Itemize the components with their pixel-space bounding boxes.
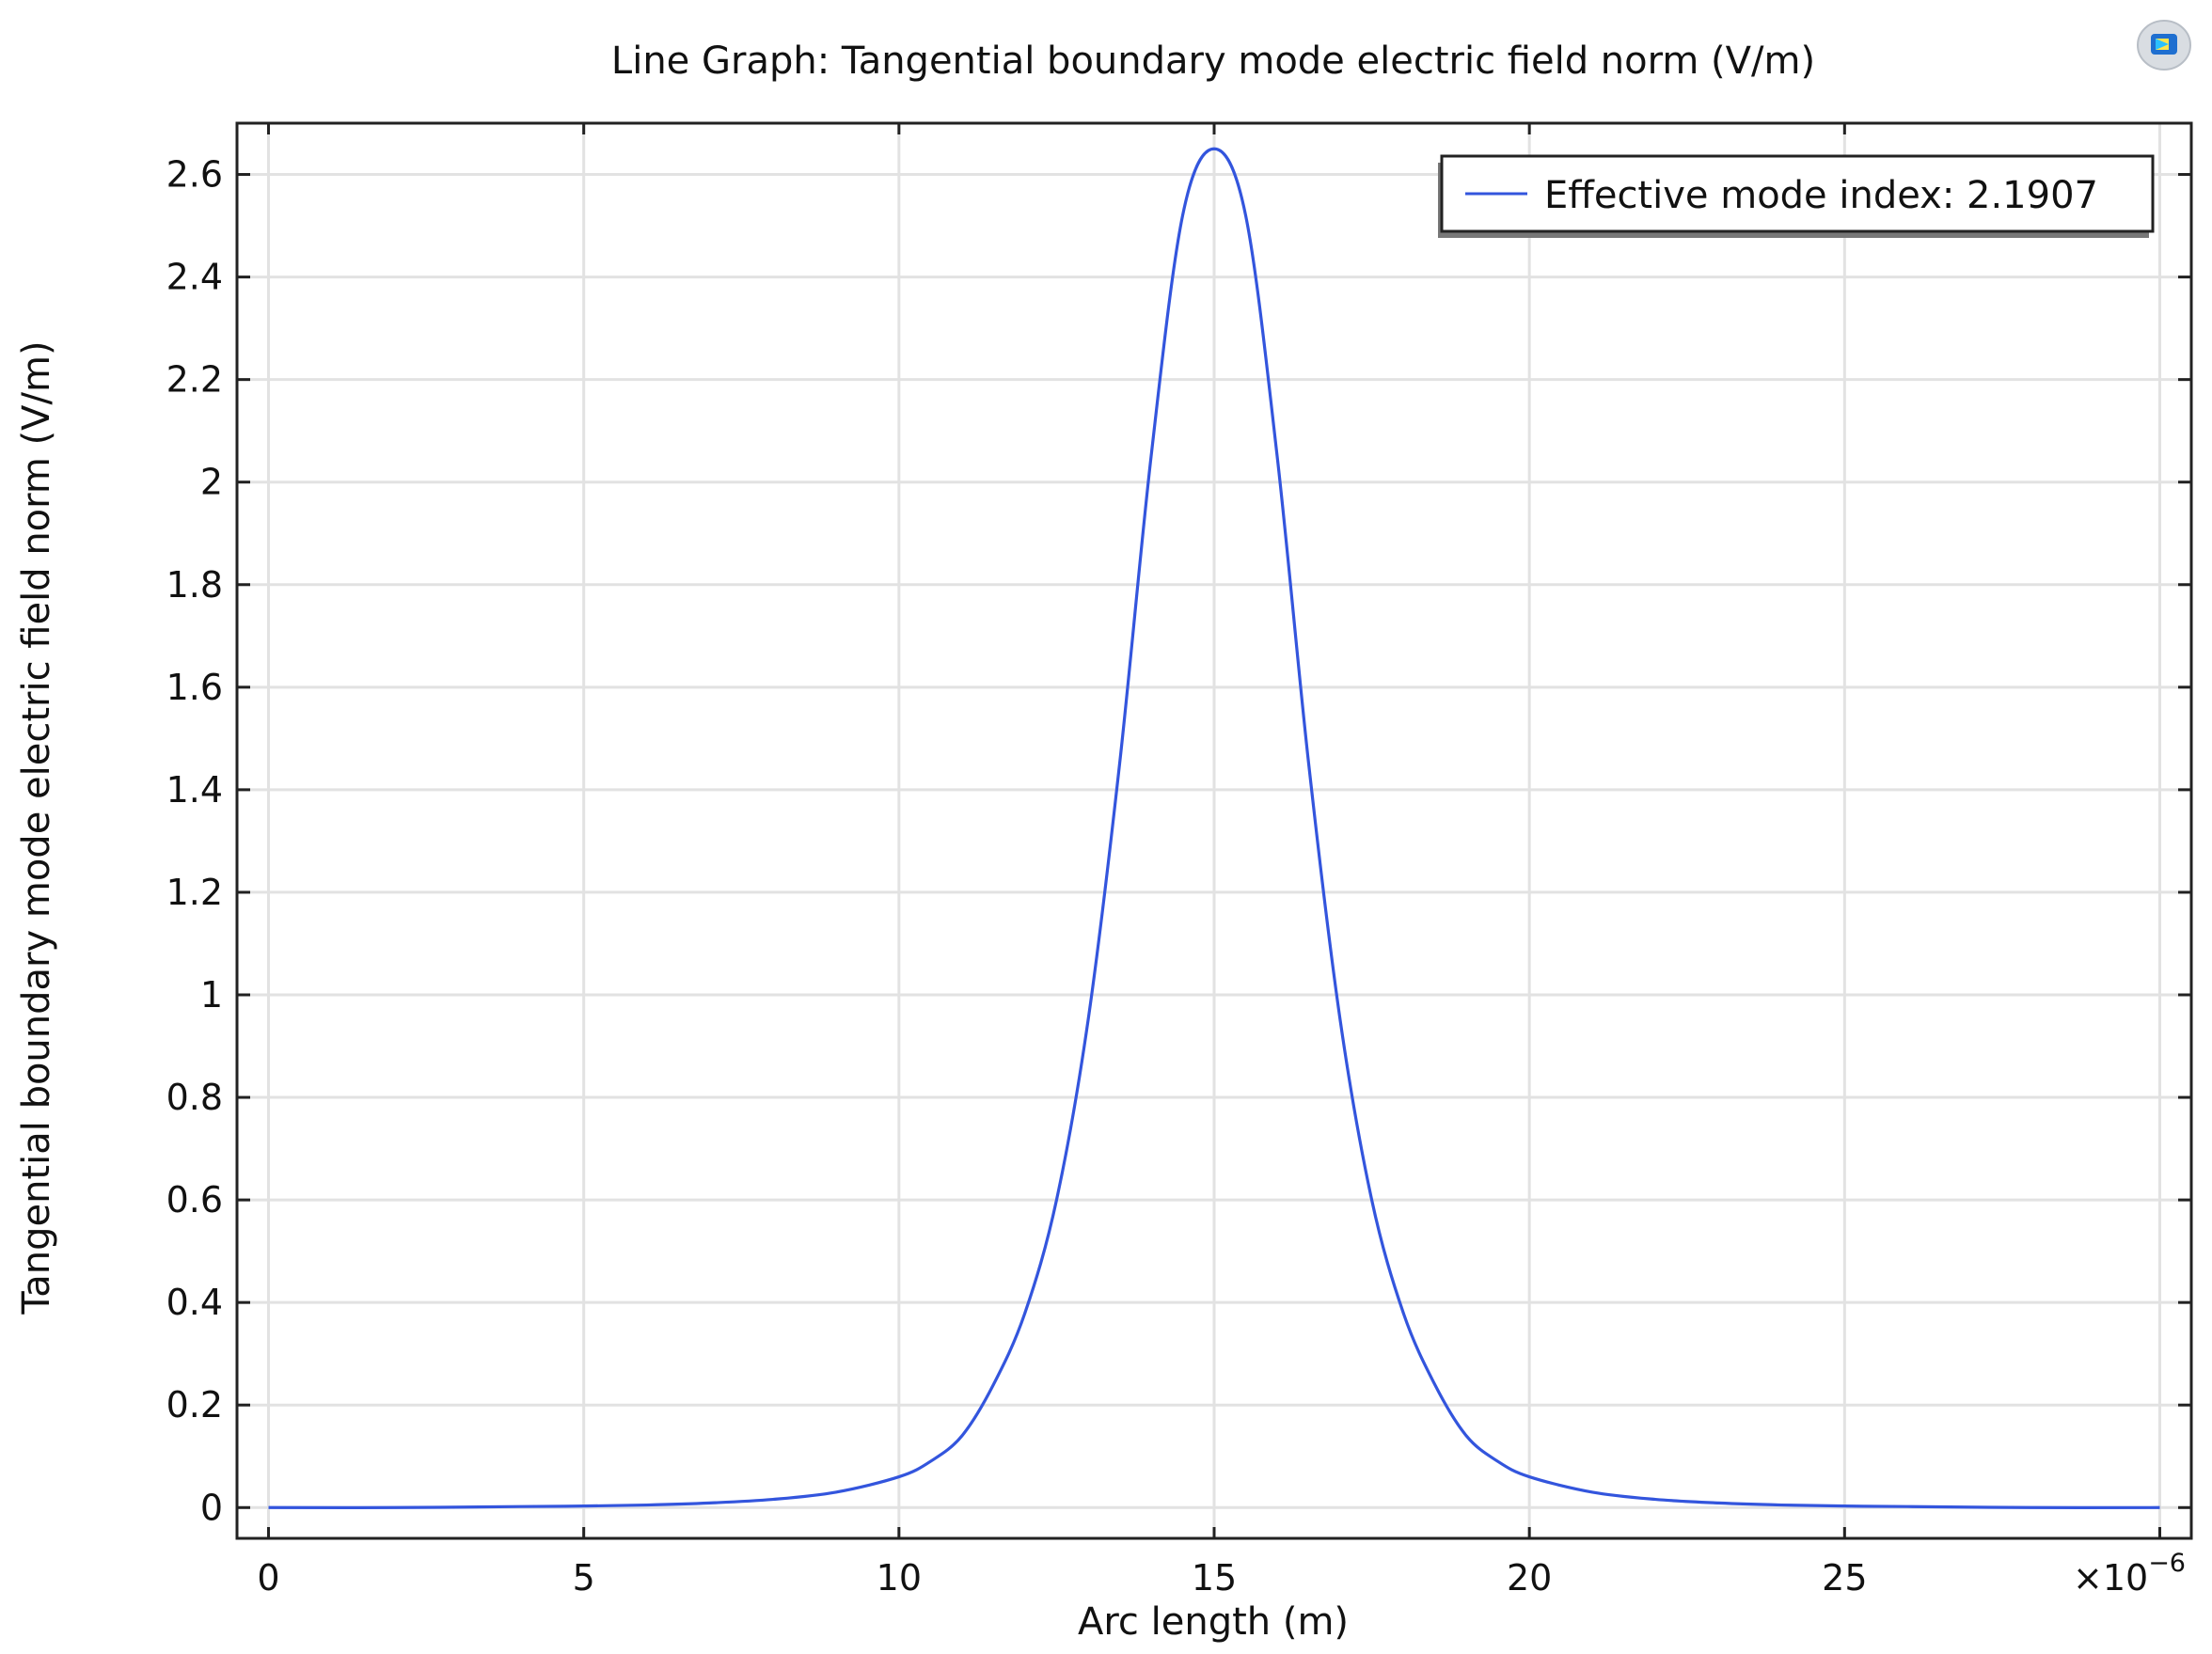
plot-area xyxy=(235,121,2193,1540)
y-tick-label: 1.4 xyxy=(166,769,223,811)
x-tick-label: 20 xyxy=(1507,1557,1552,1599)
x-tick-label: 5 xyxy=(573,1557,595,1599)
y-tick-label: 0.6 xyxy=(166,1179,223,1221)
x-tick-label: 10 xyxy=(877,1557,922,1599)
y-tick-label: 0.8 xyxy=(166,1077,223,1118)
y-tick-labels: 0 0.2 0.4 0.6 0.8 1 1.2 1.4 1.6 1.8 2 2.2 2.4 2.6 xyxy=(166,154,223,1529)
x-tick-label: 0 xyxy=(257,1557,279,1599)
x-axis-multiplier: ×10−6 xyxy=(2073,1549,2186,1599)
x-tick-labels: 0 5 10 15 20 25 xyxy=(257,1557,1867,1599)
legend: Effective mode index: 2.1907 xyxy=(1438,154,2155,238)
series-line xyxy=(268,147,2160,1509)
y-tick-label: 1 xyxy=(200,974,223,1016)
app-logo-icon xyxy=(2137,20,2191,71)
y-tick-label: 1.6 xyxy=(166,667,223,708)
y-tick-label: 2.2 xyxy=(166,359,223,401)
axis-ticks xyxy=(237,123,2191,1538)
y-tick-label: 1.8 xyxy=(166,564,223,606)
x-tick-label: 25 xyxy=(1822,1557,1867,1599)
y-tick-label: 2.6 xyxy=(166,154,223,196)
x-tick-label: 15 xyxy=(1192,1557,1237,1599)
chart-title: Line Graph: Tangential boundary mode ele… xyxy=(611,39,1815,83)
series-layer xyxy=(268,147,2160,1509)
y-tick-label: 0.2 xyxy=(166,1384,223,1426)
y-tick-label: 0 xyxy=(200,1487,223,1528)
x-axis-label: Arc length (m) xyxy=(1078,1600,1349,1644)
y-axis-label: Tangential boundary mode electric field … xyxy=(15,340,58,1315)
grid xyxy=(237,123,2191,1538)
y-tick-label: 1.2 xyxy=(166,872,223,913)
legend-label: Effective mode index: 2.1907 xyxy=(1544,174,2098,217)
x-axis-multiplier-exponent: −6 xyxy=(2148,1549,2186,1578)
legend-box xyxy=(1440,154,2155,233)
y-tick-label: 2.4 xyxy=(166,257,223,298)
y-tick-label: 0.4 xyxy=(166,1282,223,1323)
y-tick-label: 2 xyxy=(200,462,223,503)
